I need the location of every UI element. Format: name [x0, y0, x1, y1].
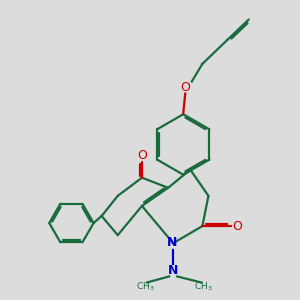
Text: N: N — [167, 236, 177, 249]
Text: CH$_3$: CH$_3$ — [194, 280, 213, 293]
Text: N: N — [168, 264, 178, 277]
Text: O: O — [180, 80, 190, 94]
Text: CH$_3$: CH$_3$ — [136, 280, 154, 293]
Text: O: O — [137, 149, 147, 162]
Text: O: O — [233, 220, 243, 232]
